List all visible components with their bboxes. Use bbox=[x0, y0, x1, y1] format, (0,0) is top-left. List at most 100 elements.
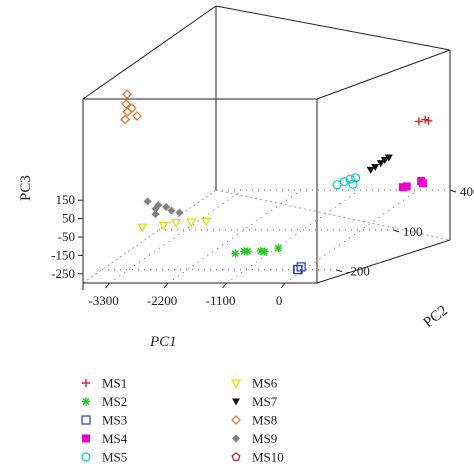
legend-item-ms8: MS8 bbox=[231, 413, 277, 428]
legend-marker-ms3 bbox=[81, 415, 91, 425]
legend-label-ms5: MS5 bbox=[102, 450, 127, 465]
point-ms9-5 bbox=[167, 206, 176, 215]
legend-item-ms7: MS7 bbox=[232, 394, 278, 409]
legend-label-ms7: MS7 bbox=[252, 394, 278, 409]
legend-marker-ms9 bbox=[232, 434, 240, 443]
z-tick-label-0: 150 bbox=[56, 192, 76, 207]
series-ms8 bbox=[120, 89, 142, 125]
z-axis-title: PC3 bbox=[18, 175, 34, 201]
y-tick-mark-0 bbox=[335, 269, 343, 273]
x-tick-mark-3 bbox=[280, 282, 286, 289]
legend-marker-ms8 bbox=[231, 415, 241, 425]
legend-marker-ms7 bbox=[232, 398, 240, 406]
x-tick-mark-1 bbox=[163, 282, 169, 289]
z-tick-label-3: -150 bbox=[51, 247, 75, 262]
point-ms8-5 bbox=[126, 103, 137, 114]
tick-labels: -3300 -2200 -1100 0 -200 100 400 150 50 -50 -150 -2… bbox=[51, 184, 474, 308]
y-tick-label-2: 400 bbox=[460, 184, 474, 199]
series-ms1 bbox=[414, 115, 433, 126]
point-ms7-1 bbox=[371, 164, 380, 172]
point-ms4-3 bbox=[402, 182, 411, 191]
legend-marker-ms2 bbox=[82, 397, 90, 406]
legend-label-ms9: MS9 bbox=[252, 431, 277, 446]
legend-label-ms1: MS1 bbox=[102, 376, 127, 391]
legend-item-ms4: MS4 bbox=[82, 431, 128, 446]
x-tick-label-1: -2200 bbox=[147, 293, 177, 308]
floor-grid bbox=[102, 189, 450, 284]
legend-item-ms6: MS6 bbox=[230, 376, 278, 391]
legend-item-ms1: MS1 bbox=[82, 376, 127, 391]
legend-item-ms9: MS9 bbox=[232, 431, 277, 446]
legend-label-ms10: MS10 bbox=[252, 450, 284, 465]
x-tick-label-3: 0 bbox=[276, 293, 283, 308]
legend-marker-ms6 bbox=[230, 379, 242, 389]
point-ms5-3 bbox=[339, 176, 349, 187]
data-points bbox=[120, 89, 433, 275]
legend-label-ms8: MS8 bbox=[252, 413, 277, 428]
legend-label-ms2: MS2 bbox=[102, 394, 127, 409]
point-ms2-2 bbox=[243, 247, 252, 256]
y-tick-label-0: -200 bbox=[346, 264, 370, 279]
point-ms9-6 bbox=[175, 208, 184, 217]
y-tick-label-1: 100 bbox=[403, 224, 423, 239]
y-tick-mark-2 bbox=[449, 189, 457, 193]
point-ms8-4 bbox=[132, 111, 142, 121]
series-ms6 bbox=[137, 217, 212, 233]
box-edge-back-top bbox=[82, 5, 217, 100]
point-ms8-0 bbox=[120, 114, 131, 125]
series-ms7 bbox=[366, 154, 393, 174]
point-ms6-1 bbox=[158, 221, 169, 231]
point-ms4-2 bbox=[417, 176, 426, 185]
point-ms6-4 bbox=[201, 217, 212, 227]
floor-gridline-pc1-0 bbox=[109, 189, 243, 284]
point-ms9-4 bbox=[151, 210, 160, 219]
axis-ticks bbox=[78, 189, 457, 289]
legend-marker-ms1 bbox=[82, 379, 90, 387]
point-ms9-3 bbox=[162, 202, 171, 211]
box-edge-top-right bbox=[316, 49, 451, 100]
x-tick-label-0: -3300 bbox=[88, 293, 118, 308]
point-ms1-0 bbox=[414, 117, 423, 126]
point-ms9-0 bbox=[143, 197, 152, 206]
box-edge-floor-back-left bbox=[82, 189, 217, 284]
z-tick-label-4: -250 bbox=[51, 266, 75, 281]
point-ms7-0 bbox=[366, 166, 375, 174]
legend-item-ms2: MS2 bbox=[82, 394, 127, 409]
legend-marker-ms4 bbox=[82, 434, 90, 443]
x-tick-mark-2 bbox=[222, 282, 227, 289]
point-ms7-4 bbox=[384, 154, 393, 162]
point-ms2-0 bbox=[231, 249, 240, 258]
point-ms6-0 bbox=[137, 223, 148, 233]
x-axis-title: PC1 bbox=[149, 334, 177, 350]
series-ms3 bbox=[292, 262, 306, 275]
point-ms1-2 bbox=[424, 116, 433, 125]
point-ms9-2 bbox=[154, 201, 163, 210]
z-tick-label-1: 50 bbox=[62, 211, 75, 226]
legend-label-ms4: MS4 bbox=[102, 431, 128, 446]
legend-label-ms3: MS3 bbox=[102, 413, 127, 428]
point-ms7-2 bbox=[376, 160, 385, 168]
z-tick-label-2: -50 bbox=[58, 229, 75, 244]
point-ms5-2 bbox=[351, 173, 361, 183]
box-edge-back-right-top bbox=[215, 5, 451, 51]
box-edge-bottom-right bbox=[316, 239, 451, 284]
x-tick-label-2: -1100 bbox=[206, 293, 236, 308]
x-tick-mark-0 bbox=[105, 282, 110, 289]
point-ms2-4 bbox=[274, 244, 283, 253]
legend-item-ms5: MS5 bbox=[81, 450, 127, 465]
y-axis-title: PC2 bbox=[421, 303, 451, 332]
legend-label-ms6: MS6 bbox=[252, 376, 278, 391]
point-ms5-1 bbox=[345, 174, 355, 184]
plot-box bbox=[82, 5, 451, 290]
point-ms6-3 bbox=[186, 218, 197, 228]
legend-item-ms10: MS10 bbox=[231, 450, 284, 465]
series-ms4 bbox=[398, 176, 427, 192]
point-ms7-3 bbox=[380, 156, 389, 164]
point-ms6-2 bbox=[171, 218, 182, 228]
legend-marker-ms5 bbox=[81, 452, 91, 462]
point-ms3-2 bbox=[292, 264, 303, 275]
point-ms5-4 bbox=[348, 179, 358, 189]
point-ms2-5 bbox=[260, 247, 269, 256]
series-ms5 bbox=[332, 173, 361, 190]
